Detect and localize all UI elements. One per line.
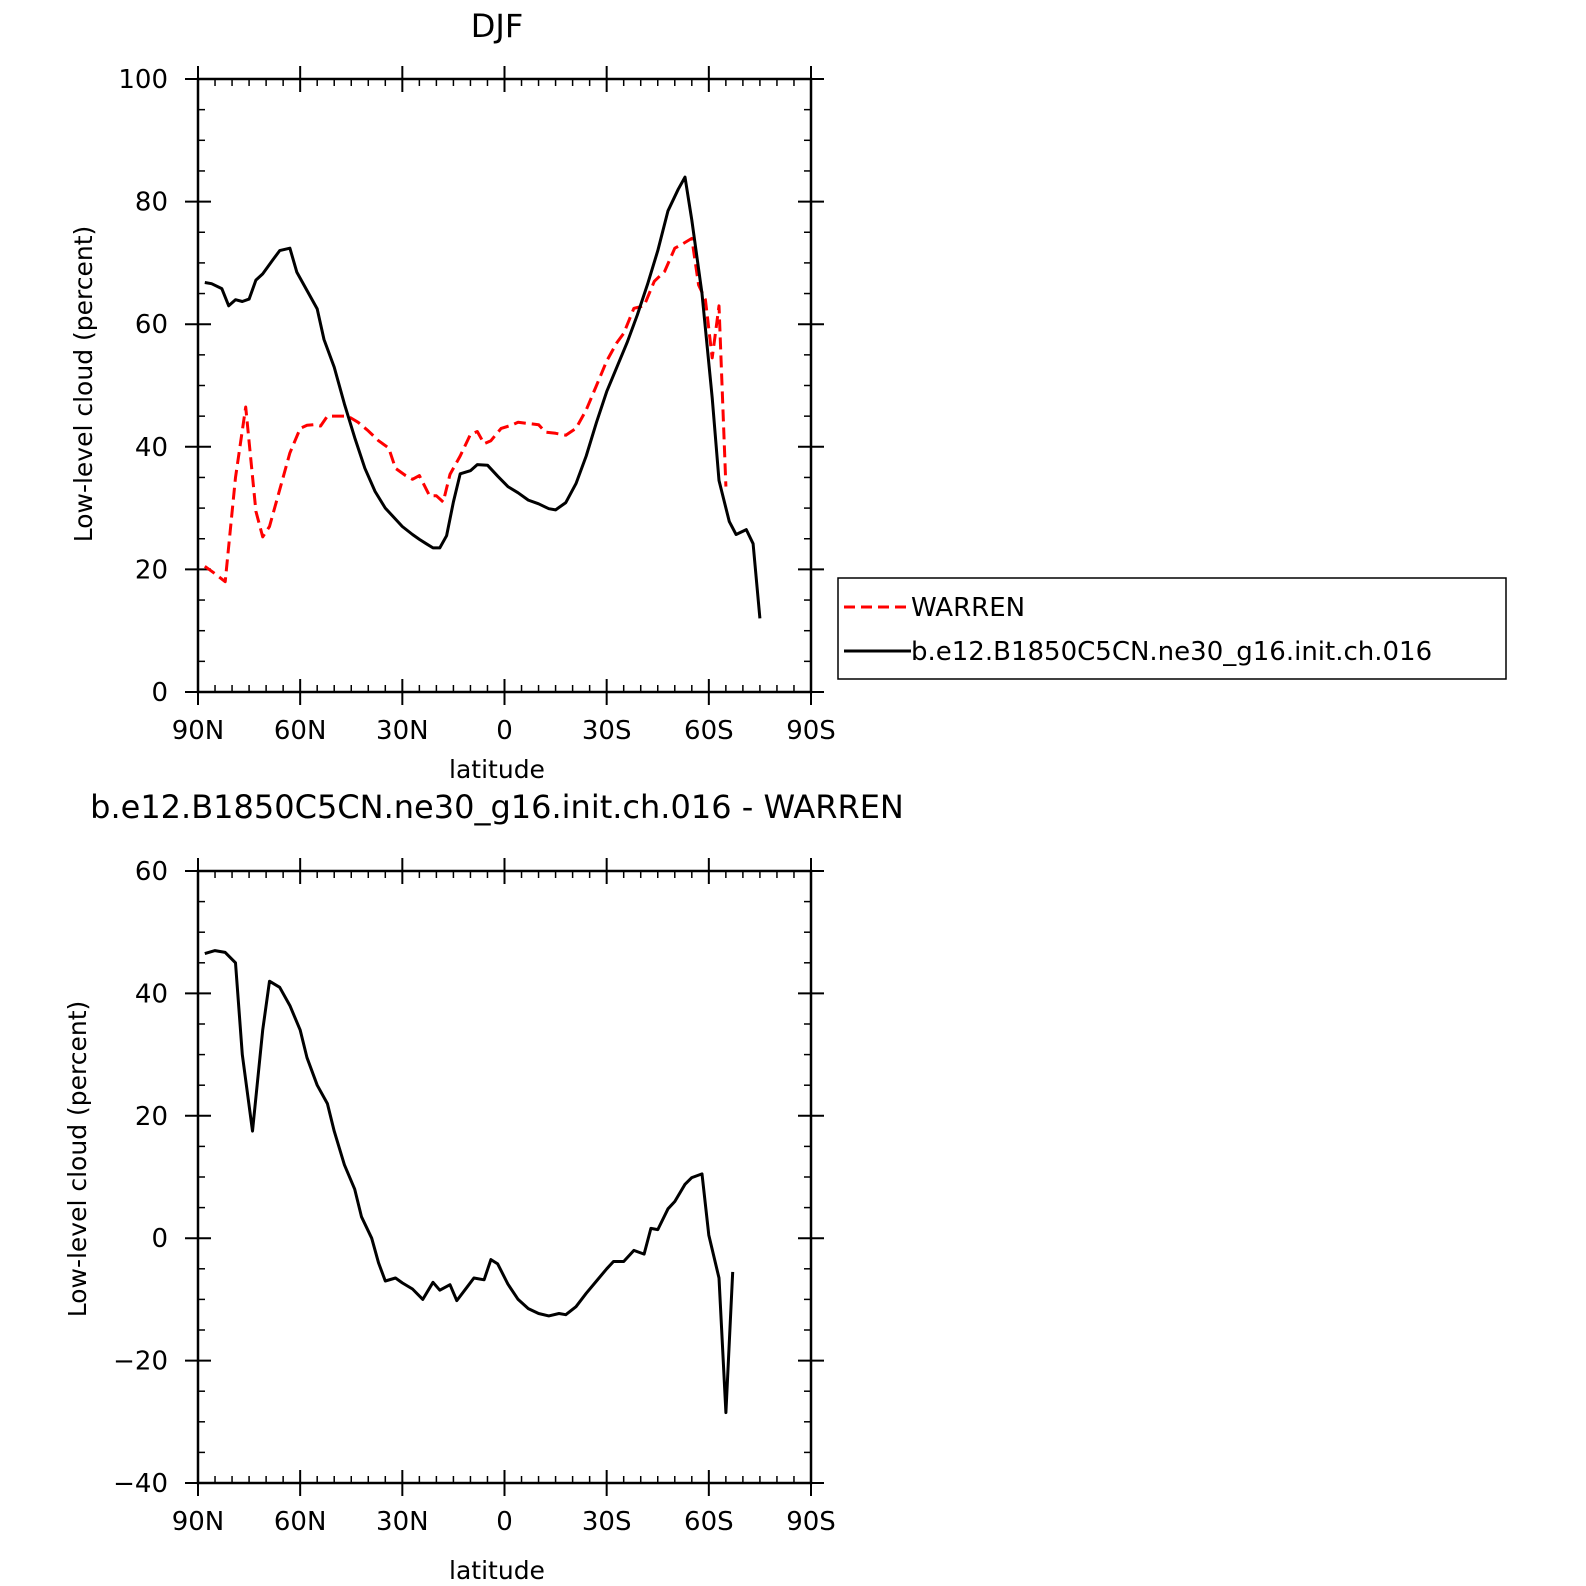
- x-tick-label: 60S: [684, 716, 734, 746]
- legend-box: [837, 577, 1507, 680]
- y-tick-label: 0: [151, 678, 168, 708]
- y-axis-label: Low-level cloud (percent): [63, 1001, 92, 1318]
- x-tick-label: 30N: [376, 716, 429, 746]
- bottom-difference-chart: b.e12.B1850C5CN.ne30_g16.init.ch.016 - W…: [63, 788, 904, 1585]
- y-tick-label: 40: [135, 433, 168, 463]
- x-axis-label: latitude: [449, 1556, 545, 1585]
- y-tick-label: 60: [135, 310, 168, 340]
- legend-label-model: b.e12.B1850C5CN.ne30_g16.init.ch.016: [911, 637, 1432, 667]
- y-tick-label: −40: [113, 1469, 168, 1499]
- legend: WARREN b.e12.B1850C5CN.ne30_g16.init.ch.…: [837, 577, 1507, 680]
- y-tick-label: 80: [135, 188, 168, 218]
- x-tick-label: 60N: [274, 716, 327, 746]
- x-tick-label: 30S: [582, 716, 632, 746]
- x-tick-label: 30S: [582, 1507, 632, 1537]
- plot-frame: [196, 77, 813, 694]
- plot-area: 90N 60N 30N 0 30S 60S 90S 0 20 40 60 80 100: [118, 65, 835, 746]
- y-tick-label: −20: [113, 1347, 168, 1377]
- x-tick-label: 90N: [172, 1507, 225, 1537]
- series-line-model: [204, 175, 762, 619]
- series-line-difference: [204, 949, 735, 1415]
- legend-label-warren: WARREN: [911, 593, 1025, 623]
- x-tick-label: 60S: [684, 1507, 734, 1537]
- x-tick-label: 90N: [172, 716, 225, 746]
- x-tick-label: 0: [496, 716, 513, 746]
- chart-title: b.e12.B1850C5CN.ne30_g16.init.ch.016 - W…: [90, 788, 904, 826]
- chart-title: DJF: [471, 7, 523, 45]
- y-tick-label: 100: [118, 65, 168, 95]
- y-tick-label: 40: [135, 979, 168, 1009]
- y-tick-label: 20: [135, 555, 168, 585]
- top-line-chart: DJF 90N 60N 30N 0 30S 60S 90S 0 20 40 60 80 100 lati…: [69, 7, 1507, 784]
- x-tick-label: 90S: [786, 1507, 836, 1537]
- y-tick-label: 0: [151, 1224, 168, 1254]
- y-axis-label: Low-level cloud (percent): [69, 226, 98, 543]
- x-axis-label: latitude: [449, 755, 545, 784]
- series-line-warren: [203, 236, 728, 584]
- x-tick-label: 30N: [376, 1507, 429, 1537]
- x-tick-label: 0: [496, 1507, 513, 1537]
- plot-area: 90N 60N 30N 0 30S 60S 90S −40 −20 0 20 40 60: [113, 857, 836, 1537]
- x-tick-label: 90S: [786, 716, 836, 746]
- x-tick-label: 60N: [274, 1507, 327, 1537]
- y-tick-label: 60: [135, 857, 168, 887]
- y-tick-label: 20: [135, 1102, 168, 1132]
- plot-frame: [196, 869, 813, 1485]
